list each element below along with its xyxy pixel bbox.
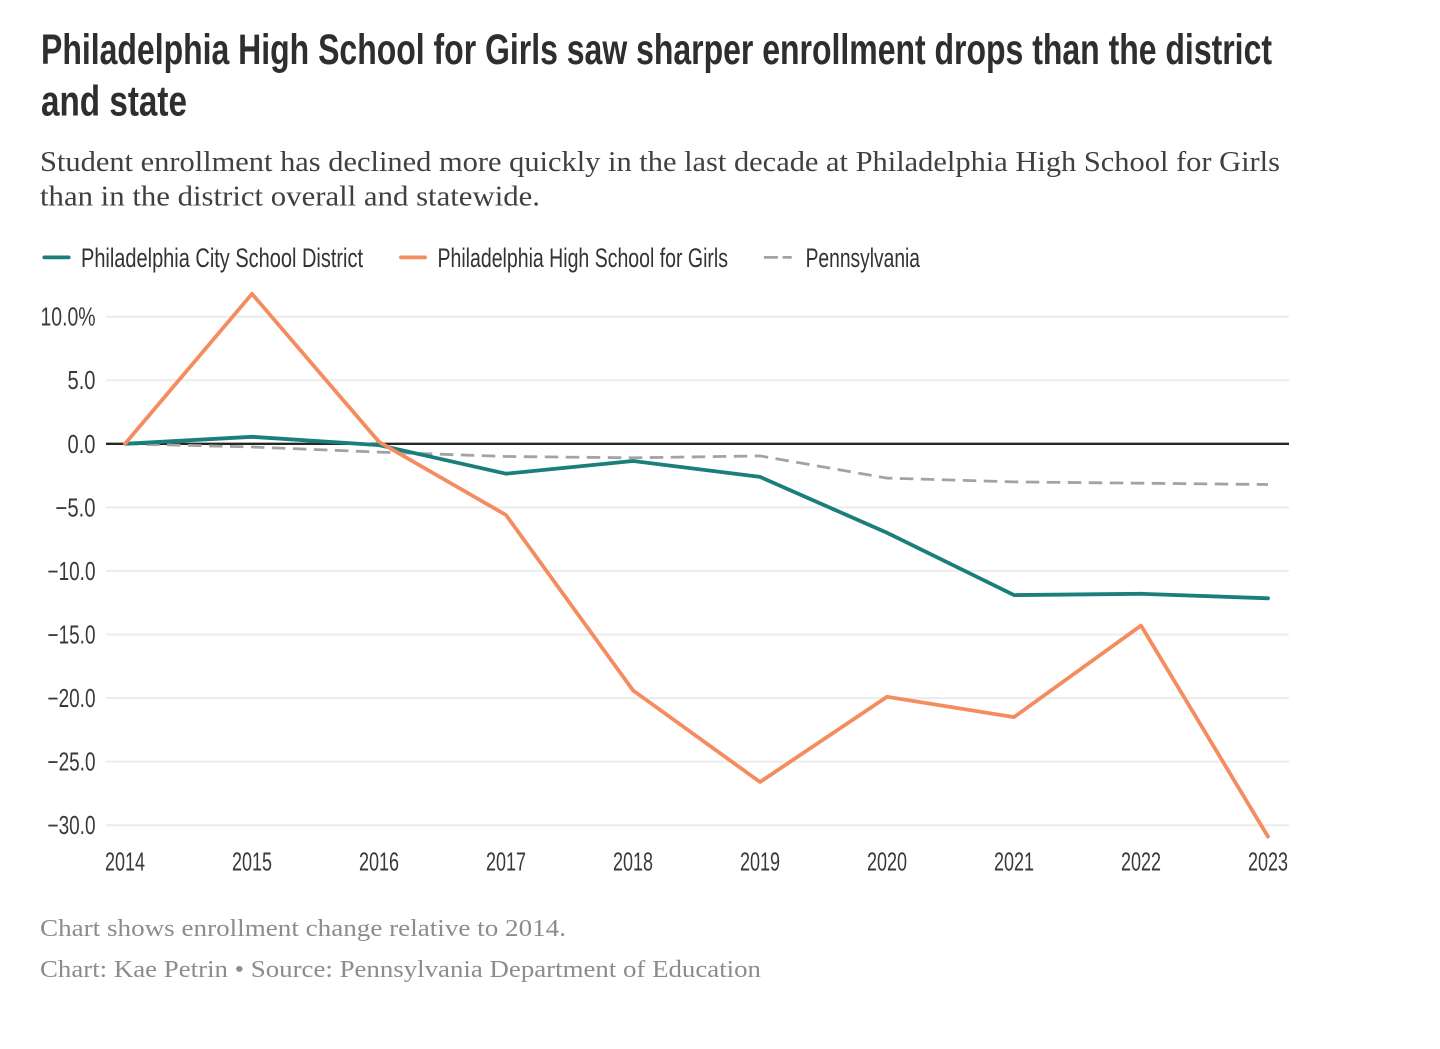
svg-text:10.0%: 10.0% xyxy=(41,304,96,332)
svg-text:2014: 2014 xyxy=(105,849,145,877)
svg-text:Philadelphia High School for G: Philadelphia High School for Girls saw s… xyxy=(41,27,1272,74)
svg-text:2016: 2016 xyxy=(359,849,399,877)
svg-text:−5.0: −5.0 xyxy=(56,494,96,522)
svg-text:2023: 2023 xyxy=(1248,849,1288,877)
svg-text:Philadelphia High School for G: Philadelphia High School for Girls xyxy=(438,243,729,273)
svg-text:−20.0: −20.0 xyxy=(48,685,96,713)
svg-text:2021: 2021 xyxy=(994,849,1034,877)
svg-text:2015: 2015 xyxy=(232,849,272,877)
svg-text:2022: 2022 xyxy=(1121,849,1161,877)
svg-text:and state: and state xyxy=(41,78,187,125)
svg-text:Chart: Kae Petrin • Source: Pe: Chart: Kae Petrin • Source: Pennsylvania… xyxy=(40,957,761,983)
svg-text:Chart shows enrollment change: Chart shows enrollment change relative t… xyxy=(40,916,566,942)
svg-text:−10.0: −10.0 xyxy=(48,558,96,586)
svg-text:2019: 2019 xyxy=(740,849,780,877)
svg-text:−25.0: −25.0 xyxy=(48,749,96,777)
svg-text:2018: 2018 xyxy=(613,849,653,877)
svg-text:Student enrollment has decline: Student enrollment has declined more qui… xyxy=(40,147,1280,178)
svg-text:−15.0: −15.0 xyxy=(48,622,96,650)
svg-text:than in the district overall a: than in the district overall and statewi… xyxy=(40,182,540,213)
svg-text:Pennsylvania: Pennsylvania xyxy=(806,243,921,273)
svg-text:2017: 2017 xyxy=(486,849,526,877)
svg-text:Philadelphia City School Distr: Philadelphia City School District xyxy=(81,243,363,273)
svg-text:2020: 2020 xyxy=(867,849,907,877)
svg-text:5.0: 5.0 xyxy=(68,367,96,395)
svg-text:−30.0: −30.0 xyxy=(48,812,96,840)
svg-text:0.0: 0.0 xyxy=(68,431,96,459)
